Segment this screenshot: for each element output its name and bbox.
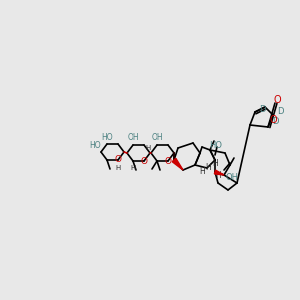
Text: H: H <box>215 170 221 179</box>
Text: OH: OH <box>151 134 163 142</box>
Text: D: D <box>277 107 283 116</box>
Text: O: O <box>140 157 148 166</box>
Text: H: H <box>199 167 205 176</box>
Text: D: D <box>259 104 265 113</box>
Text: H: H <box>116 165 121 171</box>
Text: O: O <box>269 115 277 125</box>
Text: H: H <box>146 145 151 151</box>
Text: H: H <box>212 158 218 167</box>
Text: OH: OH <box>225 173 238 182</box>
Text: H: H <box>130 165 136 171</box>
Text: HO: HO <box>209 140 222 149</box>
Text: O: O <box>273 95 281 105</box>
Text: D: D <box>272 116 278 125</box>
Text: HO: HO <box>89 140 101 149</box>
Text: H: H <box>205 164 211 172</box>
Text: OH: OH <box>127 134 139 142</box>
Text: O: O <box>164 157 172 166</box>
Polygon shape <box>214 170 224 175</box>
Polygon shape <box>172 158 183 170</box>
Text: HO: HO <box>101 133 113 142</box>
Text: O: O <box>115 155 122 164</box>
